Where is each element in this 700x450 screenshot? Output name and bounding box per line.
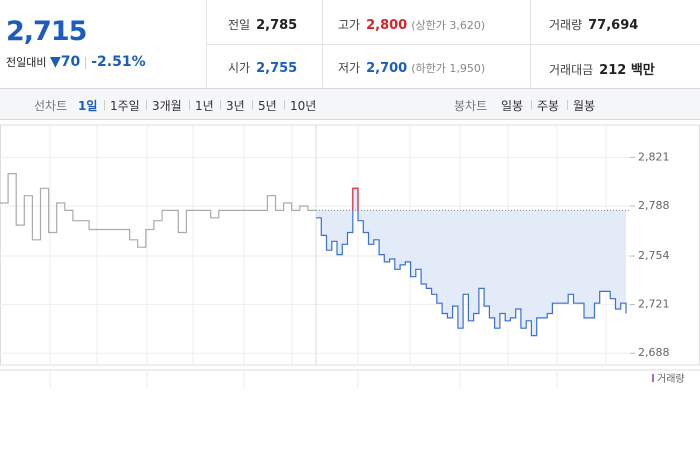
stat-label: 저가: [338, 61, 361, 75]
prev-day-line: [0, 173, 316, 248]
change-rate: -2.51%: [91, 54, 146, 70]
tab[interactable]: 1년: [195, 99, 214, 113]
stat: 시가 2,755: [228, 59, 297, 76]
tab[interactable]: 3년: [226, 99, 245, 113]
summary: 2,715 전일대비 ▼70 -2.51% 전일 2,785 고가 2,800 (상한가…: [0, 0, 700, 89]
y-tick-label: 2,721: [638, 298, 670, 311]
tab-divider: [146, 100, 147, 110]
stat-note: (하한가 1,950): [411, 62, 486, 75]
stat-value: 2,785: [256, 18, 298, 33]
change-label: 전일대비: [6, 56, 47, 69]
y-tick-label: 2,821: [638, 150, 670, 163]
stat-note: (상한가 3,620): [411, 19, 486, 32]
change: 전일대비 ▼70 -2.51%: [6, 54, 146, 70]
tab-divider: [531, 100, 532, 110]
tab-divider: [284, 100, 285, 110]
tab[interactable]: 3개월: [152, 99, 182, 113]
y-tick-label: 2,788: [638, 199, 670, 212]
stat-value: 212 백만: [599, 63, 655, 78]
today-line: [316, 187, 627, 337]
chart: 2,688 2,721 2,754 2,788 2,821 거래량: [0, 124, 700, 388]
tab[interactable]: 1주일: [110, 99, 140, 113]
tab-divider: [252, 100, 253, 110]
period-tabs: 선차트 1일 1주일 3개월 1년 3년 5년 10년 봉차트 일봉 주봉 월봉: [0, 89, 700, 120]
stat-value: 2,700: [366, 61, 408, 76]
price: 2,715: [6, 16, 87, 47]
change-value: ▼70: [49, 54, 81, 70]
stat: 거래대금 212 백만: [549, 59, 655, 78]
tab-group-label: 선차트: [34, 99, 68, 113]
y-tick-label: 2,754: [638, 249, 670, 262]
tab-divider: [567, 100, 568, 110]
stat-label: 시가: [228, 61, 251, 75]
stat-value: 2,800: [366, 18, 408, 33]
tab-divider: [220, 100, 221, 110]
tab[interactable]: 일봉: [501, 99, 524, 113]
stat-value: 2,755: [256, 61, 298, 76]
stat-label: 거래량: [549, 18, 583, 32]
tab[interactable]: 5년: [258, 99, 277, 113]
tab[interactable]: 월봉: [573, 99, 596, 113]
tab[interactable]: 1일: [78, 99, 98, 113]
tab-group-label: 봉차트: [454, 99, 488, 113]
y-tick-label: 2,688: [638, 346, 670, 359]
tab-divider: [189, 100, 190, 110]
stat-label: 거래대금: [549, 63, 594, 77]
stat-value: 77,694: [588, 18, 639, 33]
stat: 저가 2,700 (하한가 1,950): [338, 59, 485, 76]
volume-legend: 거래량: [657, 373, 685, 385]
stat-label: 고가: [338, 18, 361, 32]
area-fill: [316, 188, 626, 336]
tab-divider: [104, 100, 105, 110]
volume-legend-swatch: [652, 374, 654, 382]
tab[interactable]: 10년: [290, 99, 317, 113]
stat: 고가 2,800 (상한가 3,620): [338, 16, 485, 33]
stat-label: 전일: [228, 18, 251, 32]
price-box: 2,715 전일대비 ▼70 -2.51%: [0, 0, 207, 88]
tab[interactable]: 주봉: [537, 99, 560, 113]
stat: 전일 2,785: [228, 16, 297, 33]
stat: 거래량 77,694: [549, 16, 638, 33]
